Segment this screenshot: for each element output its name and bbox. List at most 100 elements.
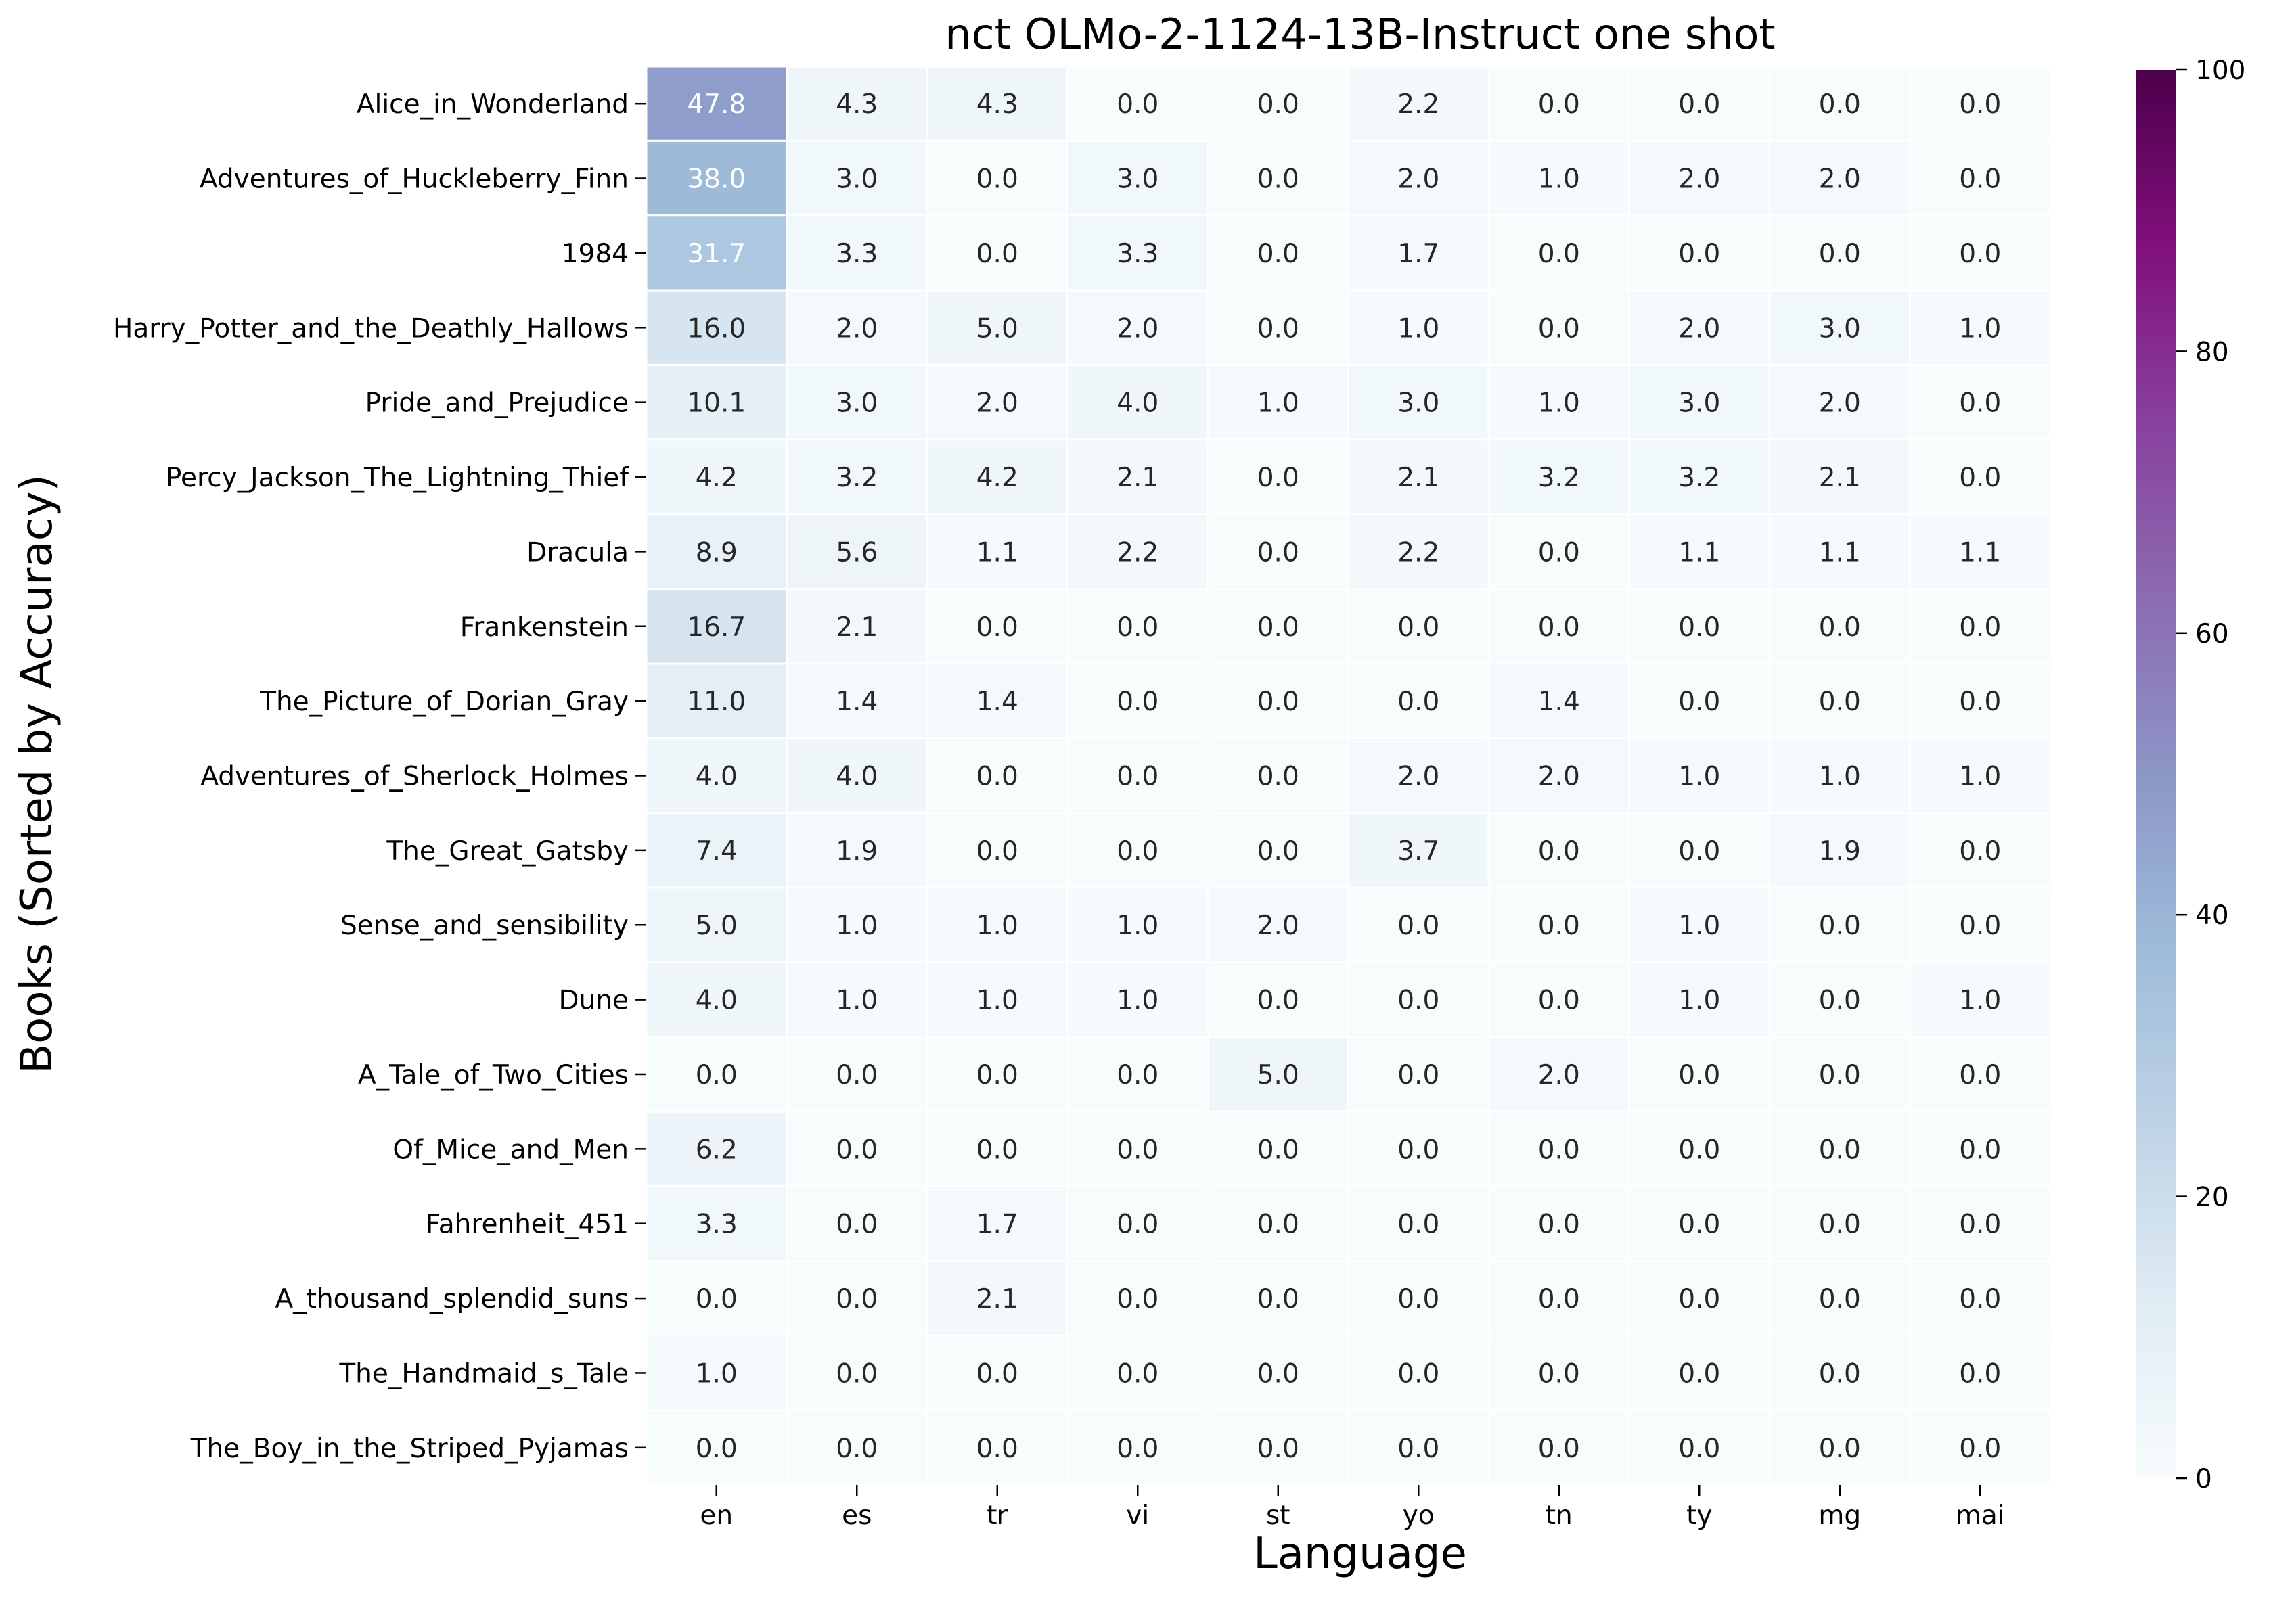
heatmap-cell [1628,662,1771,739]
heatmap-cell [1207,886,1349,963]
heatmap-cell [1347,961,1490,1038]
heatmap-cell [1628,139,1771,217]
cell-value-label: 1.0 [1678,911,1720,941]
heatmap-cell [1909,513,2052,591]
heatmap-cell [786,1110,928,1188]
heatmap-cell [926,1110,1068,1188]
cell-value-label: 0.0 [1959,911,2001,941]
cell-value-label: 2.1 [1397,463,1439,493]
cell-value-label: 1.0 [1538,164,1580,195]
y-tick-label: A_Tale_of_Two_Cities [358,1060,629,1091]
cell-value-label: 2.2 [1397,537,1439,568]
heatmap-cell [1487,139,1630,217]
cell-value-label: 0.0 [976,164,1018,195]
cell-value-label: 16.0 [687,313,746,344]
heatmap-cell [786,961,928,1038]
cell-value-label: 4.0 [696,986,738,1016]
heatmap-cell [1347,139,1490,217]
cell-value-label: 0.0 [1678,1284,1720,1314]
cell-value-label: 0.0 [1117,687,1158,717]
x-tick-label: es [842,1500,872,1531]
cell-value-label: 1.1 [1959,537,2001,568]
heatmap-cell [926,438,1068,515]
heatmap-cell [786,214,928,292]
cell-value-label: 2.0 [1678,164,1720,195]
cell-value-label: 0.0 [1819,1210,1861,1240]
heatmap-cell [1487,737,1630,815]
heatmap-cell [1207,1185,1349,1262]
heatmap-cell [1628,588,1771,665]
cell-value-label: 0.0 [1959,388,2001,419]
heatmap-cell [926,214,1068,292]
heatmap-cell [1487,1334,1630,1412]
cell-value-label: 0.0 [1397,687,1439,717]
cell-value-label: 6.2 [696,1135,738,1165]
cell-value-label: 0.0 [976,1358,1018,1389]
cell-value-label: 0.0 [976,762,1018,792]
heatmap-cell [1909,588,2052,665]
cell-value-label: 3.0 [1678,388,1720,419]
heatmap-cell [645,214,788,292]
cell-value-label: 0.0 [1117,89,1158,120]
heatmap-cell [645,1185,788,1262]
heatmap-cell [1768,961,1911,1038]
cell-value-label: 0.0 [1819,612,1861,643]
heatmap-cell [1487,214,1630,292]
cell-value-label: 0.0 [1397,1060,1439,1091]
cell-value-label: 0.0 [1678,1060,1720,1091]
heatmap-cell [1909,662,2052,739]
y-axis: Alice_in_Wonderland Adventures_of_Huckleb… [113,89,646,1464]
cell-value-label: 0.0 [1538,1434,1580,1464]
heatmap-cell [1628,214,1771,292]
cell-value-label: 0.0 [1959,89,2001,120]
cell-value-label: 0.0 [1959,1434,2001,1464]
cell-value-label: 0.0 [1117,1060,1158,1091]
cell-value-label: 0.0 [1959,836,2001,867]
cell-value-label: 3.2 [1678,463,1720,493]
heatmap-cells [645,65,2052,1486]
cell-value-label: 1.0 [1678,762,1720,792]
cell-value-label: 0.0 [1959,612,2001,643]
cell-value-label: 3.0 [1117,164,1158,195]
cell-value-label: 5.0 [1257,1060,1299,1091]
heatmap-cell [1628,886,1771,963]
cell-value-label: 0.0 [1819,89,1861,120]
cell-value-label: 0.0 [1257,986,1299,1016]
heatmap-cell [1347,438,1490,515]
heatmap-cell [645,438,788,515]
heatmap-cell [1347,1260,1490,1337]
cell-value-label: 7.4 [696,836,738,867]
cell-value-label: 0.0 [1257,836,1299,867]
cell-value-label: 0.0 [1819,239,1861,269]
cell-value-label: 3.0 [836,388,878,419]
cell-value-label: 4.2 [696,463,738,493]
cell-value-label: 1.7 [1397,239,1439,269]
cell-value-label: 1.0 [1819,762,1861,792]
cell-value-label: 3.3 [696,1210,738,1240]
heatmap-cell [1628,65,1771,142]
cell-value-label: 0.0 [1257,89,1299,120]
cell-value-label: 3.2 [1538,463,1580,493]
cell-value-label: 2.0 [1397,762,1439,792]
y-tick-label: Pride_and_Prejudice [365,388,629,419]
heatmap-cell [1768,289,1911,366]
cell-value-label: 1.0 [1117,986,1158,1016]
heatmap-cell [1066,812,1209,889]
colorbar-tick-label: 100 [2195,55,2245,86]
heatmap-cell [645,513,788,591]
cell-value-label: 8.9 [696,537,738,568]
cell-value-label: 2.0 [1538,762,1580,792]
heatmap-cell [1909,737,2052,815]
y-tick-label: Dracula [526,537,629,568]
cell-value-label: 0.0 [976,612,1018,643]
cell-value-label: 1.4 [976,687,1018,717]
y-tick-label: Frankenstein [460,612,629,643]
heatmap-cell [1347,1110,1490,1188]
heatmap-cell [786,65,928,142]
cell-value-label: 47.8 [687,89,746,120]
cell-value-label: 0.0 [1538,1210,1580,1240]
heatmap-cell [1909,65,2052,142]
cell-value-label: 1.0 [1397,313,1439,344]
heatmap-cell [926,65,1068,142]
heatmap-cell [1347,289,1490,366]
